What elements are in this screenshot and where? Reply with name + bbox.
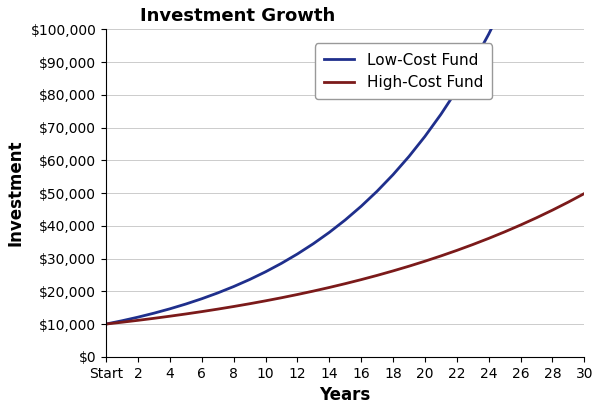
Low-Cost Fund [214, 291, 221, 296]
Low-Cost Fund [182, 302, 190, 307]
Low-Cost Fund [453, 88, 460, 92]
High-Cost Fund [389, 268, 397, 273]
High-Cost Fund [341, 281, 349, 286]
Low-Cost Fund [485, 32, 492, 37]
Low-Cost Fund [118, 318, 125, 323]
High-Cost Fund [549, 208, 556, 212]
Y-axis label: Investment: Investment [7, 140, 25, 246]
Low-Cost Fund [358, 204, 365, 209]
High-Cost Fund [262, 298, 269, 303]
Low-Cost Fund [437, 112, 445, 117]
High-Cost Fund [406, 264, 413, 269]
Low-Cost Fund [294, 252, 301, 256]
Text: Investment Growth: Investment Growth [140, 7, 335, 25]
Low-Cost Fund [326, 230, 333, 235]
Low-Cost Fund [278, 261, 285, 266]
High-Cost Fund [373, 273, 380, 278]
Low-Cost Fund [151, 311, 158, 316]
High-Cost Fund [230, 304, 237, 309]
Low-Cost Fund [103, 321, 110, 326]
High-Cost Fund [246, 301, 253, 306]
Low-Cost Fund [262, 269, 269, 274]
Low-Cost Fund [469, 61, 476, 66]
Line: Low-Cost Fund: Low-Cost Fund [106, 0, 584, 324]
Low-Cost Fund [134, 315, 142, 320]
High-Cost Fund [421, 259, 428, 264]
High-Cost Fund [533, 215, 540, 220]
High-Cost Fund [485, 236, 492, 241]
High-Cost Fund [469, 242, 476, 247]
Low-Cost Fund [310, 241, 317, 246]
High-Cost Fund [166, 314, 173, 319]
Low-Cost Fund [166, 306, 173, 311]
High-Cost Fund [294, 292, 301, 297]
High-Cost Fund [103, 321, 110, 326]
X-axis label: Years: Years [320, 386, 371, 404]
High-Cost Fund [358, 277, 365, 282]
Low-Cost Fund [406, 154, 413, 159]
High-Cost Fund [517, 222, 524, 227]
Low-Cost Fund [198, 296, 205, 301]
High-Cost Fund [581, 191, 588, 196]
High-Cost Fund [198, 309, 205, 314]
High-Cost Fund [453, 248, 460, 253]
High-Cost Fund [326, 285, 333, 290]
Low-Cost Fund [501, 0, 508, 5]
High-Cost Fund [151, 316, 158, 321]
Line: High-Cost Fund: High-Cost Fund [106, 194, 584, 324]
Low-Cost Fund [389, 172, 397, 177]
High-Cost Fund [310, 289, 317, 293]
Legend: Low-Cost Fund, High-Cost Fund: Low-Cost Fund, High-Cost Fund [314, 44, 492, 99]
High-Cost Fund [182, 312, 190, 316]
High-Cost Fund [118, 320, 125, 325]
High-Cost Fund [437, 254, 445, 259]
Low-Cost Fund [421, 134, 428, 139]
High-Cost Fund [501, 229, 508, 234]
Low-Cost Fund [341, 217, 349, 222]
High-Cost Fund [214, 307, 221, 312]
Low-Cost Fund [373, 189, 380, 194]
Low-Cost Fund [230, 284, 237, 289]
Low-Cost Fund [246, 277, 253, 282]
High-Cost Fund [278, 295, 285, 300]
High-Cost Fund [134, 318, 142, 323]
High-Cost Fund [565, 200, 572, 205]
